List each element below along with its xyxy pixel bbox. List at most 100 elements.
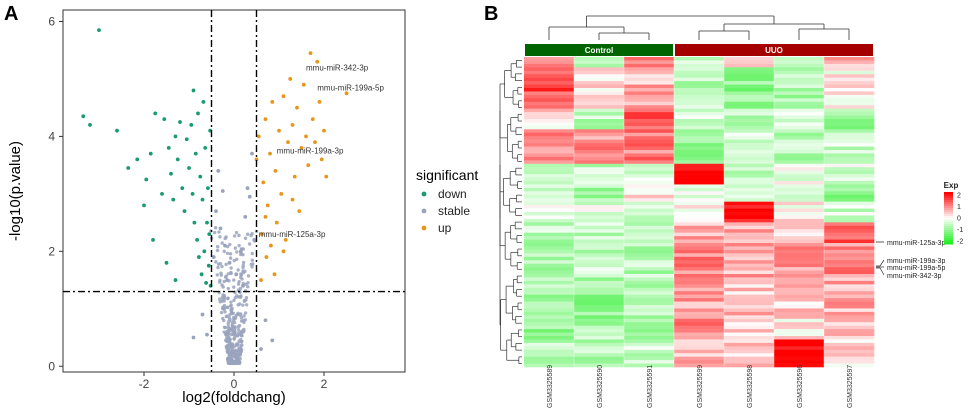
heatmap-cell bbox=[824, 177, 875, 182]
stable-point bbox=[235, 250, 239, 254]
heatmap-cell bbox=[824, 139, 875, 144]
heatmap-cell bbox=[674, 60, 725, 65]
heatmap-cell bbox=[524, 253, 575, 258]
stable-point bbox=[238, 249, 243, 254]
heatmap-cell bbox=[824, 249, 875, 254]
colorbar-tick-label: 1 bbox=[957, 204, 961, 211]
heatmap-cell bbox=[774, 336, 825, 340]
color-legend: Exp 2 1 0 -1 -2 bbox=[944, 181, 964, 246]
heatmap-cell bbox=[524, 329, 575, 333]
heatmap-cell bbox=[524, 284, 575, 289]
heatmap-cell bbox=[824, 232, 875, 237]
stable-point bbox=[218, 235, 222, 239]
heatmap-cell bbox=[824, 342, 875, 347]
stable-point bbox=[243, 214, 248, 219]
heatmap-cell bbox=[624, 184, 675, 189]
heatmap-cell bbox=[524, 98, 575, 103]
heatmap-cell bbox=[774, 246, 825, 251]
heatmap-cell bbox=[524, 249, 575, 254]
heatmap-cell bbox=[524, 305, 575, 309]
up-point bbox=[297, 209, 302, 214]
up-point bbox=[270, 100, 275, 104]
stable-point bbox=[250, 265, 254, 269]
heatmap-cell bbox=[524, 112, 575, 116]
up-point bbox=[272, 272, 277, 277]
heatmap-cell bbox=[624, 101, 675, 106]
heatmap-cell bbox=[574, 170, 625, 175]
colorbar-title: Exp bbox=[944, 181, 959, 190]
heatmap-cell bbox=[824, 284, 875, 289]
heatmap-cell bbox=[574, 215, 625, 220]
heatmap-cell bbox=[574, 336, 625, 340]
heatmap-cell bbox=[774, 98, 825, 103]
stable-point bbox=[218, 297, 222, 301]
heatmap-cell bbox=[724, 329, 775, 333]
stable-point bbox=[226, 332, 230, 336]
heatmap-cell bbox=[624, 194, 675, 199]
colorbar-segment bbox=[944, 226, 953, 229]
down-point bbox=[169, 171, 173, 176]
stable-point bbox=[234, 342, 239, 346]
down-point bbox=[200, 197, 205, 202]
heatmap-cell bbox=[624, 156, 675, 161]
heatmap-cell bbox=[674, 294, 725, 299]
heatmap-cell bbox=[524, 146, 575, 151]
heatmap-cell bbox=[524, 57, 575, 61]
heatmap-cell bbox=[774, 153, 825, 158]
up-point bbox=[279, 191, 284, 196]
heatmap-cell bbox=[724, 94, 775, 99]
heatmap-cell bbox=[524, 256, 575, 261]
heatmap-cell bbox=[724, 122, 775, 127]
heatmap-cell bbox=[724, 277, 775, 282]
stable-point bbox=[232, 258, 236, 263]
heatmap-cell bbox=[524, 60, 575, 65]
stable-point bbox=[234, 272, 239, 277]
heatmap-cell bbox=[674, 170, 725, 175]
stable-point bbox=[228, 337, 232, 342]
heatmap-cell bbox=[824, 181, 875, 185]
colorbar-segment bbox=[944, 228, 953, 231]
heatmap-cell bbox=[674, 353, 725, 357]
down-point bbox=[190, 191, 195, 196]
colorbar-segment bbox=[944, 202, 953, 205]
heatmap-cell bbox=[724, 298, 775, 302]
heatmap-cell bbox=[674, 267, 725, 271]
heatmap-cell bbox=[674, 191, 725, 196]
heatmap-cell bbox=[774, 60, 825, 65]
row-annotation: mmu-miR-199a-5p bbox=[887, 265, 945, 272]
heatmap-cell bbox=[774, 125, 825, 130]
heatmap-cell bbox=[524, 167, 575, 171]
heatmap-cell bbox=[624, 94, 675, 99]
heatmap-cell bbox=[524, 77, 575, 82]
up-point bbox=[290, 123, 295, 127]
heatmap-cell bbox=[824, 201, 875, 206]
column-dendrogram bbox=[548, 15, 850, 40]
heatmap-cell bbox=[824, 84, 875, 89]
group-label-uuo: UUO bbox=[765, 46, 783, 55]
heatmap-cell bbox=[674, 291, 725, 295]
up-point bbox=[268, 151, 272, 156]
threshold-lines bbox=[63, 10, 405, 372]
heatmap-cell bbox=[824, 263, 875, 268]
heatmap-cell bbox=[774, 177, 825, 182]
stable-point bbox=[232, 320, 237, 325]
heatmap-cell bbox=[824, 308, 875, 313]
heatmap-cell bbox=[724, 280, 775, 285]
heatmap-cell bbox=[724, 198, 775, 202]
heatmap-cell bbox=[524, 181, 575, 185]
stable-point bbox=[263, 318, 268, 323]
heatmap-cell bbox=[674, 91, 725, 96]
y-tick-label: 2 bbox=[48, 244, 55, 258]
stable-point bbox=[242, 327, 246, 332]
heatmap-cell bbox=[824, 88, 875, 92]
heatmap-cell bbox=[574, 108, 625, 113]
heatmap-cell bbox=[674, 322, 725, 326]
heatmap-cell bbox=[724, 170, 775, 175]
heatmap-cell bbox=[524, 139, 575, 144]
heatmap-cell bbox=[574, 191, 625, 196]
heatmap-cell bbox=[774, 77, 825, 82]
stable-point bbox=[236, 268, 240, 272]
heatmap-cell bbox=[724, 291, 775, 295]
heatmap-cell bbox=[524, 287, 575, 292]
heatmap-cell bbox=[624, 229, 675, 233]
